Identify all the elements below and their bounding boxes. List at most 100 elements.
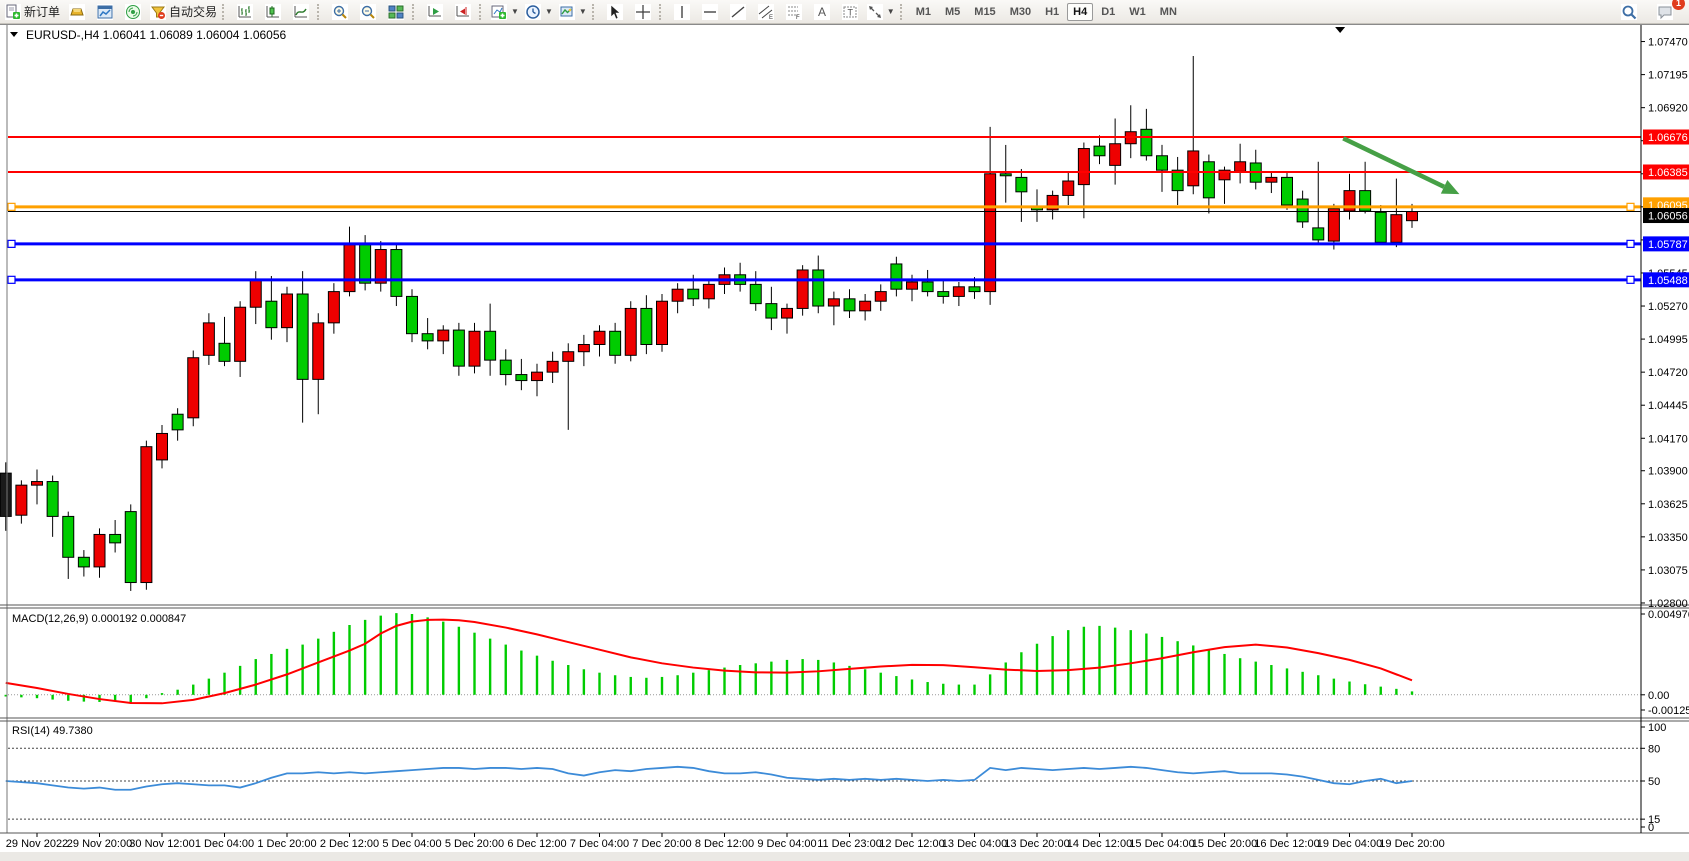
svg-text:5 Dec 20:00: 5 Dec 20:00	[445, 838, 504, 850]
autotrading-button-label: 自动交易	[169, 5, 218, 19]
bar-type-icon	[237, 3, 254, 20]
text-button[interactable]: A	[808, 1, 836, 23]
templates-button[interactable]: ▼	[556, 1, 590, 23]
svg-text:16 Dec 12:00: 16 Dec 12:00	[1254, 838, 1319, 850]
bar-chart-button[interactable]	[231, 1, 259, 23]
search-icon	[1621, 3, 1637, 20]
toolbar-group-chart-types	[231, 0, 315, 24]
arrows-button[interactable]: ▼	[864, 1, 898, 23]
zoom-in-button[interactable]	[326, 1, 354, 23]
svg-text:11 Dec 23:00: 11 Dec 23:00	[817, 838, 882, 850]
svg-text:30 Nov 12:00: 30 Nov 12:00	[129, 838, 194, 850]
chart-window[interactable]: EURUSD-,H4 1.06041 1.06089 1.06004 1.060…	[0, 24, 1689, 861]
svg-text:1.03350: 1.03350	[1648, 532, 1688, 544]
text-box-icon: T	[841, 3, 858, 20]
tile-windows-button[interactable]	[382, 1, 410, 23]
trendline-button[interactable]	[724, 1, 752, 23]
svg-text:1.04170: 1.04170	[1648, 433, 1688, 445]
timeframe-w1[interactable]: W1	[1129, 5, 1146, 18]
periods-button[interactable]: ▼	[522, 1, 556, 23]
zoom-out-icon	[360, 3, 377, 20]
indicators-button[interactable]: ▼	[488, 1, 522, 23]
clock-icon	[524, 3, 541, 20]
svg-text:15 Dec 04:00: 15 Dec 04:00	[1129, 838, 1194, 850]
svg-text:1.05488: 1.05488	[1648, 275, 1688, 287]
zoom-in-icon	[332, 3, 349, 20]
svg-text:15 Dec 20:00: 15 Dec 20:00	[1192, 838, 1257, 850]
timeframe-m1[interactable]: M1	[915, 5, 931, 18]
tile-icon	[388, 3, 405, 20]
svg-text:MACD(12,26,9) 0.000192 0.00084: MACD(12,26,9) 0.000192 0.000847	[12, 613, 186, 625]
crosshair-button[interactable]	[629, 1, 657, 23]
chart-window-button[interactable]	[91, 1, 119, 23]
crosshair-icon	[634, 3, 651, 20]
svg-text:A: A	[818, 5, 826, 19]
svg-text:13 Dec 04:00: 13 Dec 04:00	[942, 838, 1007, 850]
svg-text:F: F	[796, 15, 800, 20]
line-chart-button[interactable]	[287, 1, 315, 23]
timeframe-h4[interactable]: H4	[1067, 2, 1094, 21]
svg-text:13 Dec 20:00: 13 Dec 20:00	[1004, 838, 1069, 850]
gold-button[interactable]	[63, 1, 91, 23]
svg-text:29 Nov 20:00: 29 Nov 20:00	[67, 838, 132, 850]
chart-window-icon	[97, 3, 114, 20]
chat-button[interactable]: 1	[1651, 0, 1685, 23]
svg-text:80: 80	[1648, 743, 1660, 755]
svg-text:1.06056: 1.06056	[1648, 211, 1688, 223]
timeframe-m5[interactable]: M5	[945, 5, 961, 18]
gold-icon	[69, 3, 86, 20]
fibo-icon: F	[785, 3, 802, 20]
svg-text:12 Dec 12:00: 12 Dec 12:00	[879, 838, 944, 850]
chart-shift-button[interactable]	[449, 1, 477, 23]
svg-text:0.00: 0.00	[1648, 690, 1669, 702]
toolbar-grip	[591, 3, 599, 20]
notification-badge: 1	[1672, 0, 1685, 10]
toolbar-grip	[412, 3, 419, 20]
zoom-out-button[interactable]	[354, 1, 382, 23]
search-button[interactable]	[1615, 1, 1643, 23]
new-order-button[interactable]: 新订单	[2, 1, 63, 23]
caret-down-icon: ▼	[511, 7, 519, 16]
svg-text:EURUSD-,H4 1.06041 1.06089 1.: EURUSD-,H4 1.06041 1.06089 1.06004 1.060…	[26, 28, 287, 42]
toolbar-group-zoom	[326, 0, 410, 24]
cursor-button[interactable]	[601, 1, 629, 23]
chart-shift-icon	[455, 3, 472, 20]
signal-button[interactable]	[119, 1, 147, 23]
text-a-icon: A	[813, 3, 830, 20]
svg-text:15: 15	[1648, 814, 1660, 826]
toolbar-grip	[658, 3, 666, 20]
svg-text:29 Nov 2022: 29 Nov 2022	[6, 838, 68, 850]
horizontal-line-button[interactable]	[696, 1, 724, 23]
svg-text:1.06676: 1.06676	[1648, 132, 1688, 144]
caret-down-icon: ▼	[544, 7, 553, 16]
svg-text:6 Dec 12:00: 6 Dec 12:00	[507, 838, 566, 850]
timeframe-h1[interactable]: H1	[1045, 5, 1060, 18]
candlestick-button[interactable]	[259, 1, 287, 23]
svg-text:1.04720: 1.04720	[1648, 367, 1688, 379]
svg-text:1.05270: 1.05270	[1648, 301, 1688, 313]
fibonacci-button[interactable]: F	[780, 1, 808, 23]
svg-text:1.07195: 1.07195	[1648, 70, 1688, 82]
timeframe-m15[interactable]: M15	[974, 5, 996, 18]
template-icon	[558, 3, 575, 20]
timeframe-d1[interactable]: D1	[1101, 5, 1116, 18]
price-chart[interactable]: EURUSD-,H4 1.06041 1.06089 1.06004 1.060…	[0, 24, 1689, 861]
autotrading-button[interactable]: 自动交易	[147, 1, 220, 23]
timeframe-m30[interactable]: M30	[1009, 5, 1032, 18]
text-label-button[interactable]: T	[836, 1, 864, 23]
auto-scroll-button[interactable]	[421, 1, 449, 23]
svg-text:0: 0	[1648, 822, 1654, 834]
vline-icon	[673, 3, 690, 20]
vertical-line-button[interactable]	[668, 1, 696, 23]
timeframe-mn[interactable]: MN	[1159, 5, 1177, 18]
channel-button[interactable]: E	[752, 1, 780, 23]
svg-text:1.03625: 1.03625	[1648, 499, 1688, 511]
toolbar-group-scroll	[421, 0, 477, 24]
svg-text:19 Dec 04:00: 19 Dec 04:00	[1317, 838, 1382, 850]
svg-text:19 Dec 20:00: 19 Dec 20:00	[1379, 838, 1444, 850]
autotrade-icon	[150, 3, 167, 20]
svg-text:8 Dec 12:00: 8 Dec 12:00	[695, 838, 754, 850]
signal-icon	[125, 3, 142, 20]
